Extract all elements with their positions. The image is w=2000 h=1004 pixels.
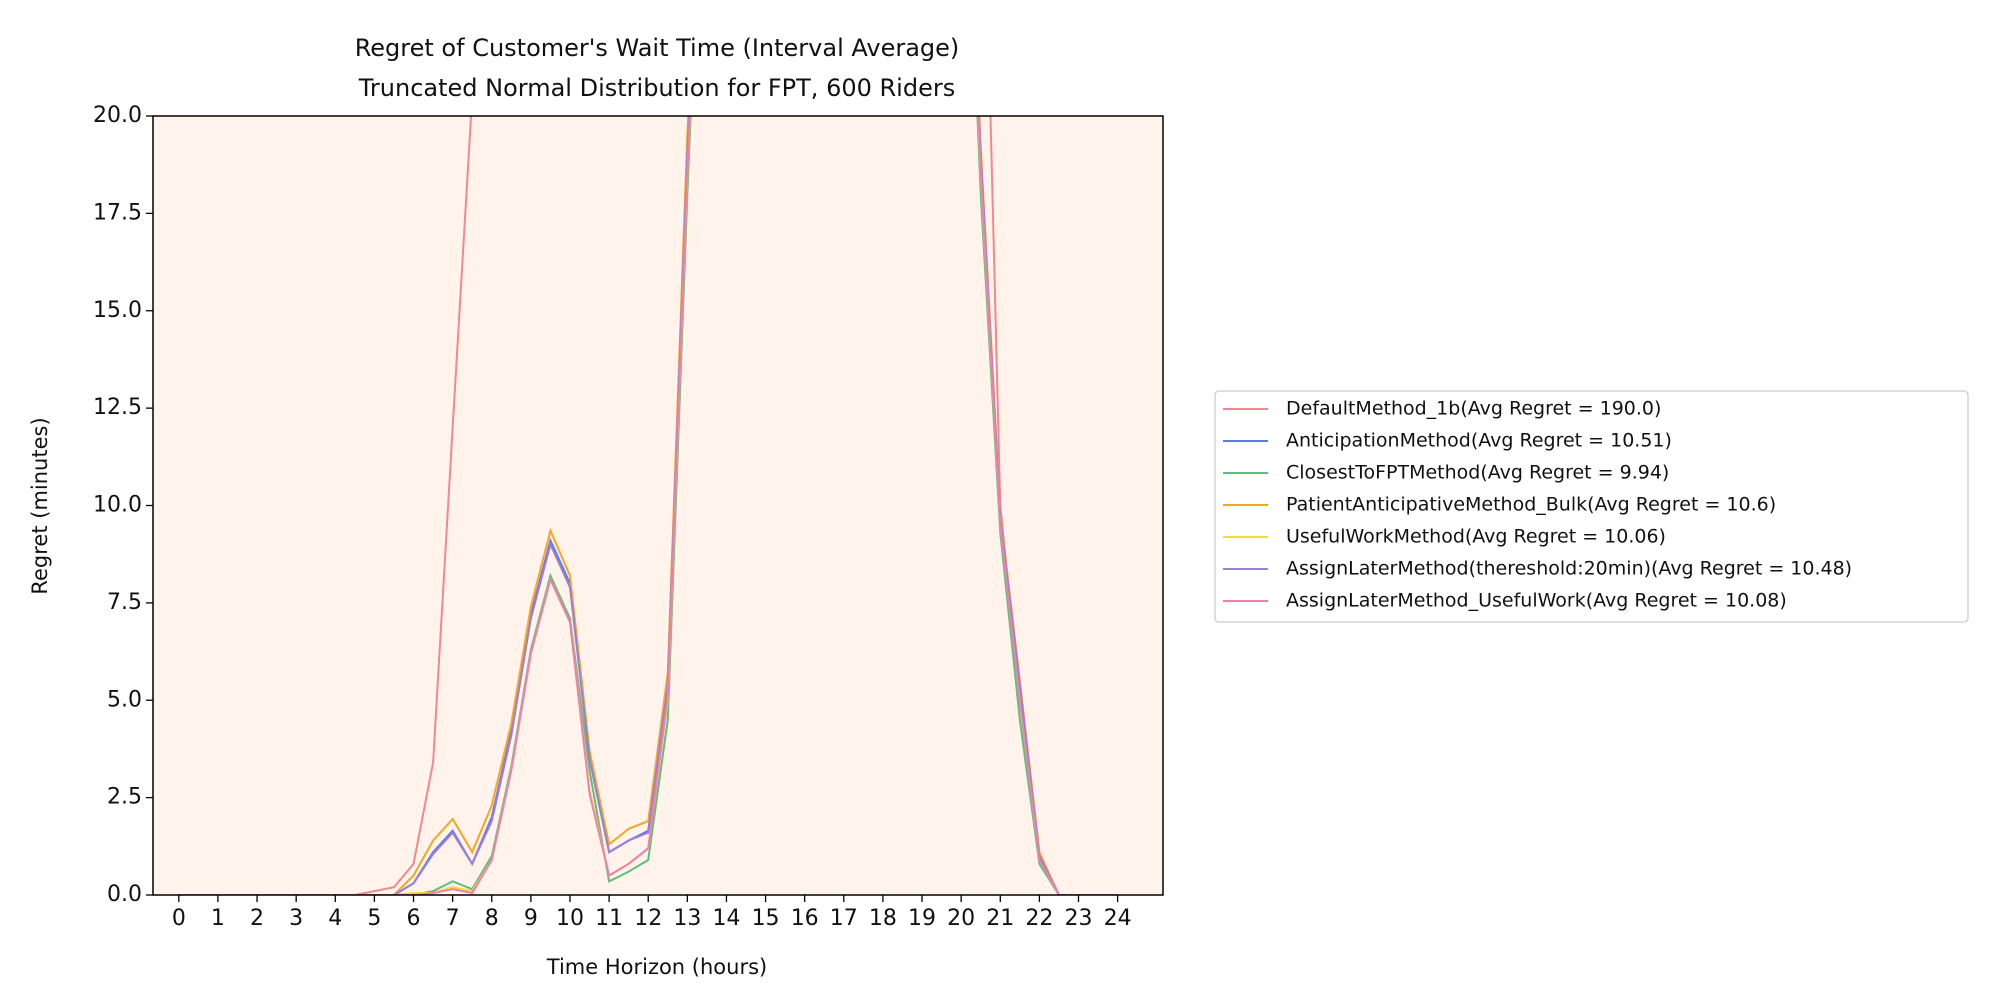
legend-box [1214,390,1969,623]
legend-label: AnticipationMethod(Avg Regret = 10.51) [1286,430,1672,452]
x-tick-label: 8 [485,906,499,931]
x-tick-label: 16 [791,906,819,931]
plot-frame [152,115,1164,896]
x-tick-label: 15 [752,906,780,931]
chart-title: Regret of Customer's Wait Time (Interval… [355,34,960,62]
x-tick-label: 23 [1065,906,1093,931]
x-tick-label: 9 [524,906,538,931]
x-tick-label: 6 [407,906,421,931]
y-tick-label: 10.0 [93,493,142,518]
x-tick-label: 4 [328,906,342,931]
x-tick-label: 12 [634,906,662,931]
x-tick-label: 13 [673,906,701,931]
x-axis-label: Time Horizon (hours) [546,955,767,979]
x-tick-label: 3 [289,906,303,931]
series-line [178,116,1118,895]
x-tick-label: 24 [1104,906,1132,931]
x-tick-label: 11 [595,906,623,931]
x-tick-label: 1 [211,906,225,931]
x-tick-label: 22 [1025,906,1053,931]
x-tick-label: 0 [172,906,186,931]
y-tick-label: 7.5 [107,590,142,615]
x-tick-label: 5 [367,906,381,931]
series-line [178,116,1118,895]
x-tick-label: 10 [556,906,584,931]
y-tick-label: 17.5 [93,200,142,225]
x-tick-label: 20 [947,906,975,931]
series-line [178,116,1118,895]
y-tick-label: 20.0 [93,103,142,128]
x-tick-label: 19 [908,906,936,931]
legend-label: AssignLaterMethod(thereshold:20min)(Avg … [1286,558,1852,580]
legend-label: UsefulWorkMethod(Avg Regret = 10.06) [1286,526,1666,548]
legend-label: ClosestToFPTMethod(Avg Regret = 9.94) [1286,462,1669,484]
y-tick-label: 0.0 [107,882,142,907]
x-tick-label: 21 [986,906,1014,931]
plot-lines [178,116,1118,895]
x-tick-label: 17 [830,906,858,931]
x-tick-label: 7 [446,906,460,931]
chart-subtitle: Truncated Normal Distribution for FPT, 6… [358,74,955,102]
y-tick-label: 15.0 [93,298,142,323]
y-axis-label: Regret (minutes) [28,417,52,594]
y-tick-label: 2.5 [107,785,142,810]
y-tick-label: 12.5 [93,395,142,420]
x-tick-label: 2 [250,906,264,931]
y-tick-label: 5.0 [107,687,142,712]
series-line [178,116,1118,895]
legend-label: AssignLaterMethod_UsefulWork(Avg Regret … [1286,590,1787,612]
x-tick-label: 18 [869,906,897,931]
legend-label: PatientAnticipativeMethod_Bulk(Avg Regre… [1286,494,1776,516]
legend-label: DefaultMethod_1b(Avg Regret = 190.0) [1286,398,1661,420]
x-tick-label: 14 [712,906,740,931]
